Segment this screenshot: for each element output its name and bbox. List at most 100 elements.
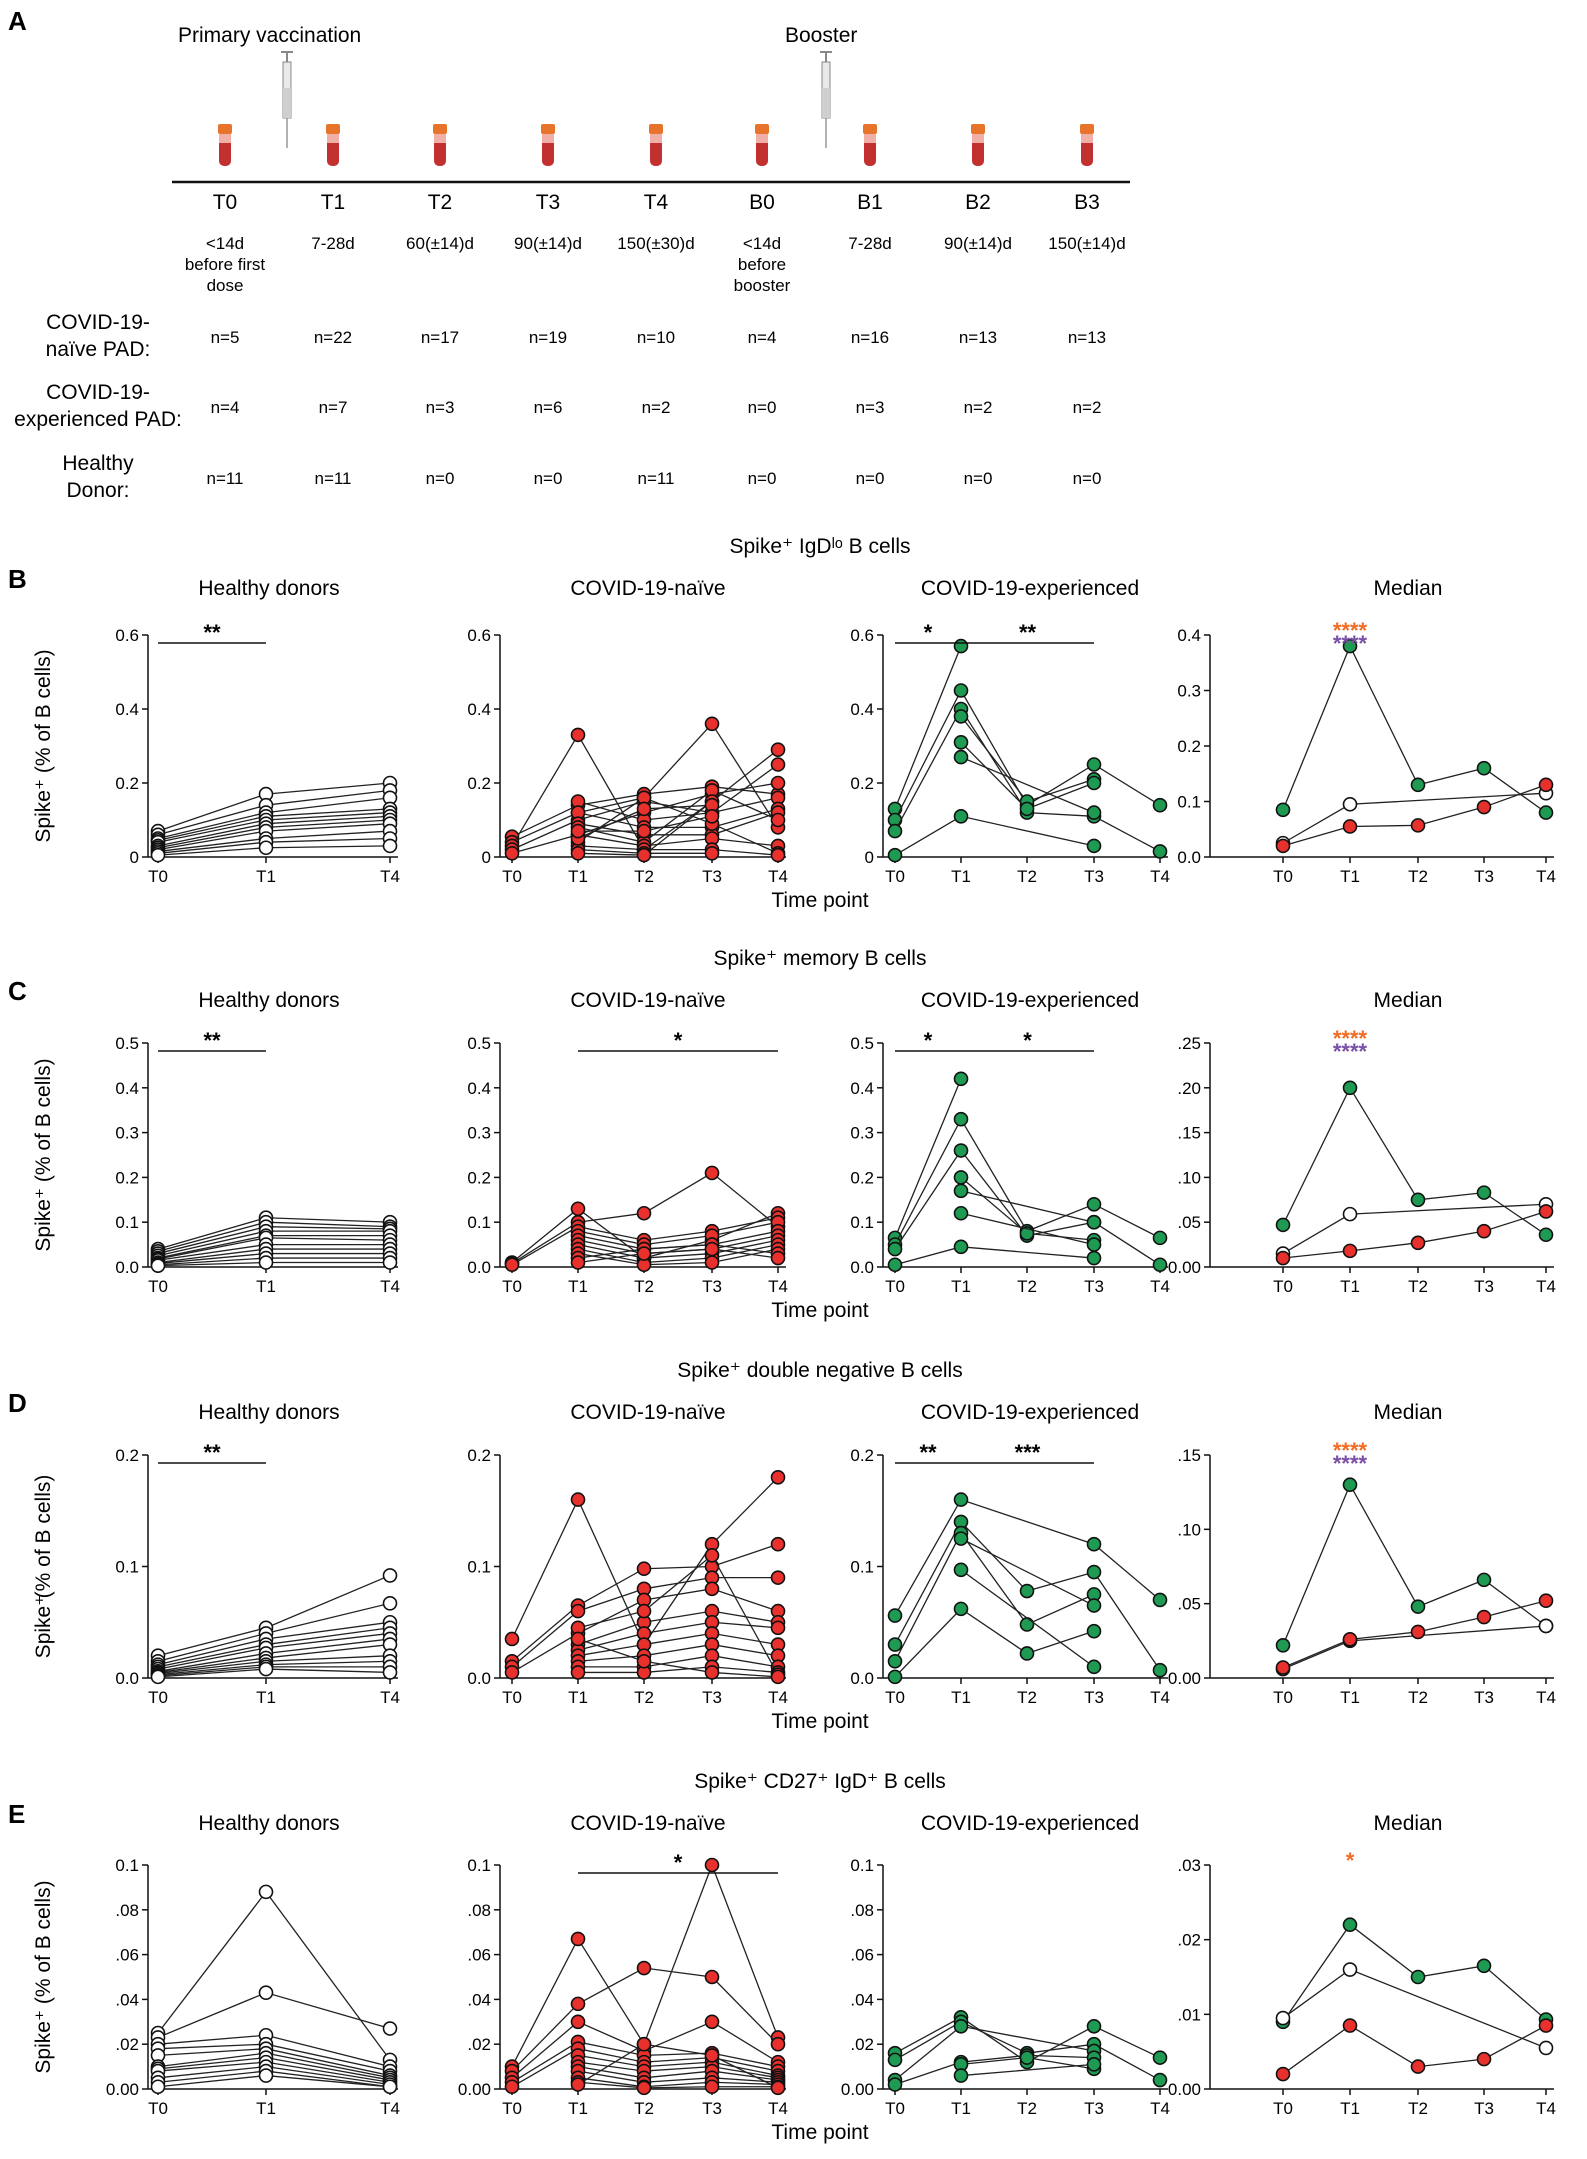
data-point [953,734,969,750]
x-tick-label: T2 [1408,1688,1428,1707]
y-tick-label: .04 [467,1990,491,2009]
x-tick-label: T1 [256,867,276,886]
data-point [953,808,969,824]
panel-label: D [8,1388,27,1418]
y-tick-label: 0.00 [1168,1258,1201,1277]
timepoint-name: B0 [749,191,775,214]
median-point-naive [1275,838,1291,854]
data-point [150,1258,166,1273]
x-tick-label: T2 [1017,867,1037,886]
data-point [382,1665,398,1680]
x-tick-label: T3 [1474,867,1494,886]
cohort-count: n=0 [748,469,777,488]
data-point [382,1568,398,1583]
y-tick-label: 0.4 [850,1079,874,1098]
median-point-naive [1410,1624,1426,1640]
x-tick-label: T0 [502,1688,522,1707]
data-point [504,1665,520,1680]
data-point [570,845,586,861]
y-tick-label: 0.6 [115,626,139,645]
y-tick-label: 0.3 [1177,682,1201,701]
x-tick-label: T4 [1536,2099,1556,2118]
panel-a: A Primary vaccination Booster T0 <14d before … [8,6,1130,502]
cohort-count: n=2 [1073,398,1102,417]
x-tick-label: T3 [1084,2099,1104,2118]
data-point [1086,757,1102,772]
y-tick-label: 0.4 [115,1079,139,1098]
data-point [953,638,969,654]
x-tick-label: T4 [1536,1688,1556,1707]
x-tick-label: T3 [702,1277,722,1296]
median-line-experienced [1282,1086,1547,1236]
data-point [887,823,903,839]
data-point [953,1111,969,1127]
cohort-label: COVID-19- [46,311,150,334]
x-tick-label: T3 [702,2099,722,2118]
y-tick-label: 0.4 [467,700,491,719]
blood-tube-icon [433,124,447,166]
median-line-naive [1282,784,1547,847]
subplot-title: COVID-19-experienced [921,1812,1139,1835]
x-tick-label: T3 [1474,1688,1494,1707]
median-significance-stars: **** [1333,1039,1368,1064]
data-point [704,2079,720,2095]
series-line [894,1078,962,1239]
y-tick-label: 0.2 [467,774,491,793]
data-point [382,1595,398,1611]
median-point-experienced [1275,802,1291,818]
series-line [577,2077,779,2088]
x-tick-label: T4 [1536,867,1556,886]
y-tick-label: 0.2 [467,1446,491,1465]
data-point [1152,844,1168,859]
median-point-naive [1476,1223,1492,1239]
median-significance-stars: **** [1333,618,1368,643]
subplot-median: Median 0.0 0.1 0.2 0.3 0.4 T0 T1 T2 T3 T4 ******** [1177,577,1556,886]
x-tick-label: T2 [1408,1277,1428,1296]
data-point [770,757,786,772]
timepoint-window: booster [734,276,791,295]
y-tick-label: .15 [1177,1446,1201,1465]
x-tick-label: T1 [1340,867,1360,886]
timepoint-name: B2 [965,191,991,214]
data-point [953,2018,969,2034]
cohort-count: n=10 [637,328,675,347]
cohort-count: n=7 [319,398,348,417]
y-tick-label: 0.4 [1177,626,1201,645]
significance-stars: ** [919,1440,937,1465]
series-line [960,756,1095,814]
data-point [704,2014,720,2030]
data-point [1086,1564,1102,1580]
y-tick-label: 0.1 [850,1213,874,1232]
cohort-count: n=3 [856,398,885,417]
series-line [157,1643,391,1674]
timepoint-window: 150(±30)d [617,234,694,253]
series-line [960,1212,1095,1246]
y-tick-label: 0.1 [467,1856,491,1875]
x-tick-label: T3 [1474,2099,1494,2118]
syringe-fluid [822,88,830,118]
y-tick-label: 0.2 [115,1446,139,1465]
x-tick-label: T0 [885,2099,905,2118]
y-tick-label: 0.3 [850,1124,874,1143]
cohort-count: n=2 [964,398,993,417]
series-line [577,1621,779,1651]
panel-title: Spike⁺ CD27⁺ IgD⁺ B cells [694,1770,946,1793]
y-tick-label: 0 [865,848,874,867]
panel-label: C [8,976,27,1006]
tube-serum [864,134,876,143]
subplot-title: Healthy donors [198,1401,339,1424]
cohort-count: n=0 [1073,469,1102,488]
series-line [894,645,962,810]
median-point-healthy [1538,2040,1554,2056]
data-point [382,2021,398,2036]
cohort-label: Healthy [62,452,134,475]
subplot-title: Healthy donors [198,989,339,1012]
median-point-naive [1476,2051,1492,2067]
y-tick-label: 0.0 [1177,848,1201,867]
data-point [953,2068,969,2083]
median-point-naive [1275,1250,1291,1266]
data-point [1152,1592,1168,1608]
x-tick-label: T0 [148,867,168,886]
y-axis-label: Spike⁺ [32,1595,55,1659]
